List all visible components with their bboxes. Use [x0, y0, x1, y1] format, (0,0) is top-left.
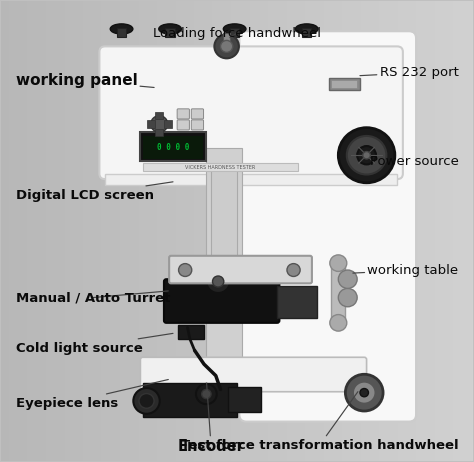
Bar	[140, 132, 206, 161]
Circle shape	[139, 394, 154, 408]
FancyBboxPatch shape	[177, 109, 190, 119]
Text: Manual / Auto Turret: Manual / Auto Turret	[16, 291, 170, 304]
FancyBboxPatch shape	[191, 109, 203, 119]
Circle shape	[357, 146, 376, 164]
Circle shape	[206, 270, 230, 293]
Bar	[302, 28, 311, 37]
Circle shape	[360, 389, 368, 397]
Circle shape	[133, 388, 160, 414]
Bar	[329, 78, 359, 90]
Circle shape	[353, 382, 375, 404]
Text: Digital LCD screen: Digital LCD screen	[16, 182, 173, 202]
Bar	[143, 383, 237, 417]
Bar	[164, 120, 172, 128]
Ellipse shape	[295, 24, 318, 34]
Text: Encoder: Encoder	[178, 383, 245, 454]
Bar	[143, 136, 203, 159]
FancyBboxPatch shape	[140, 357, 366, 392]
Bar	[223, 33, 230, 42]
Text: Loading force handwheel: Loading force handwheel	[153, 27, 321, 40]
Circle shape	[347, 136, 386, 175]
Bar	[165, 28, 175, 37]
FancyBboxPatch shape	[169, 256, 312, 283]
Text: Eyepiece lens: Eyepiece lens	[16, 379, 168, 410]
Bar	[155, 112, 163, 119]
Circle shape	[212, 276, 224, 287]
Polygon shape	[105, 174, 397, 185]
Bar	[331, 263, 346, 323]
Text: 0 0 0 0: 0 0 0 0	[157, 143, 189, 152]
Ellipse shape	[159, 24, 182, 34]
Circle shape	[151, 116, 168, 132]
Circle shape	[363, 152, 370, 159]
Bar	[331, 80, 357, 88]
Circle shape	[338, 270, 357, 288]
Circle shape	[201, 389, 211, 399]
Circle shape	[287, 264, 300, 276]
Circle shape	[338, 288, 357, 307]
Text: working table: working table	[353, 263, 458, 277]
FancyBboxPatch shape	[177, 120, 190, 130]
Text: Test force transformation handwheel: Test force transformation handwheel	[181, 392, 458, 451]
Text: working panel: working panel	[16, 73, 154, 88]
Circle shape	[214, 35, 239, 58]
Circle shape	[338, 128, 395, 183]
Ellipse shape	[223, 24, 246, 34]
Circle shape	[346, 374, 383, 411]
Circle shape	[330, 315, 347, 331]
FancyBboxPatch shape	[191, 120, 203, 130]
Text: VICKERS HARDNESS TESTER: VICKERS HARDNESS TESTER	[185, 164, 255, 170]
Bar	[155, 128, 163, 136]
Text: Power source: Power source	[366, 155, 458, 168]
Circle shape	[220, 40, 233, 52]
Circle shape	[330, 255, 347, 271]
Bar	[147, 120, 155, 128]
Circle shape	[196, 384, 217, 404]
Circle shape	[179, 264, 192, 276]
Bar	[230, 28, 239, 37]
Bar	[211, 167, 237, 259]
Bar	[178, 325, 204, 339]
FancyBboxPatch shape	[239, 31, 416, 422]
Bar	[206, 148, 242, 359]
Ellipse shape	[110, 24, 133, 34]
Bar	[143, 163, 298, 171]
FancyBboxPatch shape	[164, 279, 279, 323]
Bar	[277, 286, 317, 318]
Bar	[117, 28, 126, 37]
Text: RS 232 port: RS 232 port	[360, 66, 458, 79]
Bar	[228, 387, 261, 413]
FancyBboxPatch shape	[100, 46, 403, 179]
Text: Cold light source: Cold light source	[16, 334, 173, 355]
